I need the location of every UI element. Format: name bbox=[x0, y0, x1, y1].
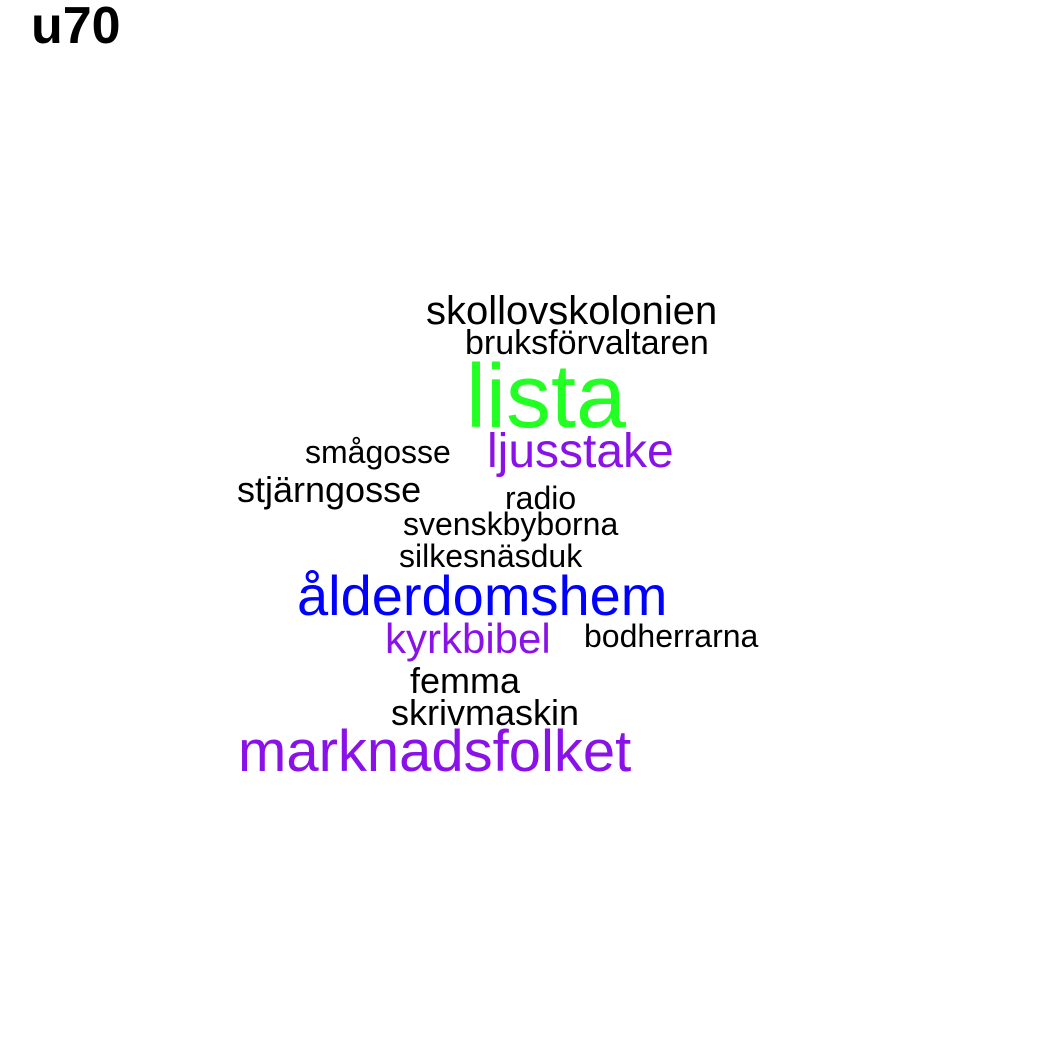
word-smagosse: smågosse bbox=[305, 434, 451, 470]
word-ljusstake: ljusstake bbox=[487, 425, 674, 478]
word-alderdomshem: ålderdomshem bbox=[297, 564, 668, 627]
word-skollovskolonien: skollovskolonien bbox=[426, 289, 718, 333]
word-lista: lista bbox=[466, 347, 627, 447]
word-bodherrarna: bodherrarna bbox=[584, 618, 759, 654]
word-silkesnasduk: silkesnäsduk bbox=[399, 538, 583, 574]
word-bruksforvaltaren: bruksförvaltaren bbox=[465, 324, 709, 362]
word-stjarngosse: stjärngosse bbox=[237, 469, 422, 510]
word-radio: radio bbox=[505, 480, 577, 516]
word-femma: femma bbox=[410, 660, 521, 701]
word-svenskbyborna: svenskbyborna bbox=[403, 506, 619, 542]
page-title: u70 bbox=[31, 0, 121, 55]
word-skrivmaskin: skrivmaskin bbox=[391, 692, 580, 733]
word-marknadsfolket: marknadsfolket bbox=[238, 719, 632, 784]
word-kyrkbibel: kyrkbibel bbox=[385, 615, 551, 662]
